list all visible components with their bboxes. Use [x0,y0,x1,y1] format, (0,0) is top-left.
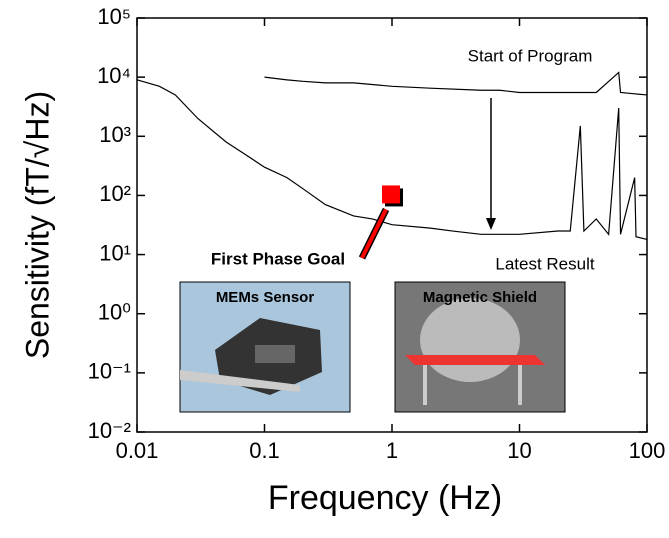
arrow-head [486,218,496,230]
y-tick-label: 10⁰ [98,300,131,325]
y-tick-label: 10² [99,181,131,206]
series-label: Start of Program [468,46,593,65]
x-tick-label: 1 [386,438,398,463]
shield-stand [405,355,545,365]
inset-mems: MEMs Sensor [179,281,351,413]
sensor-window [255,345,295,363]
x-tick-label: 100 [629,438,666,463]
y-tick-label: 10⁻¹ [88,359,131,384]
goal-marker [382,185,400,204]
shield-shape [420,298,520,382]
series-label: Latest Result [495,254,594,273]
x-tick-label: 0.1 [249,438,280,463]
line [136,79,648,241]
x-tick-label: 0.01 [116,438,159,463]
inset-label: Magnetic Shield [423,289,537,306]
y-tick-label: 10⁴ [97,63,131,88]
goal-arrow [360,208,388,259]
tweezer [180,370,300,392]
y-tick-label: 10¹ [99,240,131,265]
y-axis-title: Sensitivity (fT/√Hz) [19,91,55,359]
goal-label: First Phase Goal [211,249,345,268]
x-tick-label: 10 [507,438,531,463]
y-tick-label: 10⁻² [88,418,131,443]
y-tick-label: 10³ [99,122,131,147]
x-axis-title: Frequency (Hz) [268,479,502,517]
line [264,71,648,96]
inset-shield: Magnetic Shield [394,281,566,413]
y-tick-label: 10⁵ [97,4,131,29]
inset-label: MEMs Sensor [216,289,315,306]
